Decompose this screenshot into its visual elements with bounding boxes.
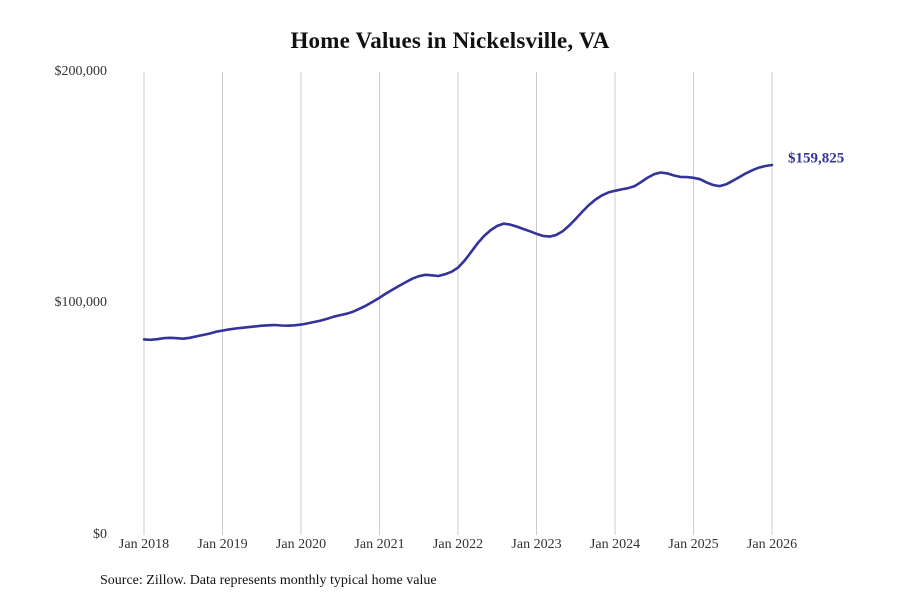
chart-title: Home Values in Nickelsville, VA xyxy=(290,28,610,53)
home-value-line-series xyxy=(142,163,774,342)
x-axis-tick-label: Jan 2024 xyxy=(589,537,641,552)
y-axis-tick-label: $100,000 xyxy=(54,295,108,310)
source-note: Source: Zillow. Data represents monthly … xyxy=(100,573,437,588)
x-axis-tick-label: Jan 2023 xyxy=(511,537,562,552)
x-axis-tick-label: Jan 2025 xyxy=(668,537,719,552)
end-value-label: $159,825 xyxy=(788,150,845,167)
y-axis-tick-label: $200,000 xyxy=(54,64,108,79)
x-axis-tick-label: Jan 2020 xyxy=(275,537,327,552)
y-axis-tick-label: $0 xyxy=(93,527,107,542)
x-axis-tick-label: Jan 2021 xyxy=(354,537,405,552)
x-axis-tick-label: Jan 2022 xyxy=(432,537,484,552)
x-axis-tick-label: Jan 2026 xyxy=(746,537,798,552)
x-axis-tick-label: Jan 2018 xyxy=(118,537,170,552)
x-axis-tick-label: Jan 2019 xyxy=(197,537,248,552)
